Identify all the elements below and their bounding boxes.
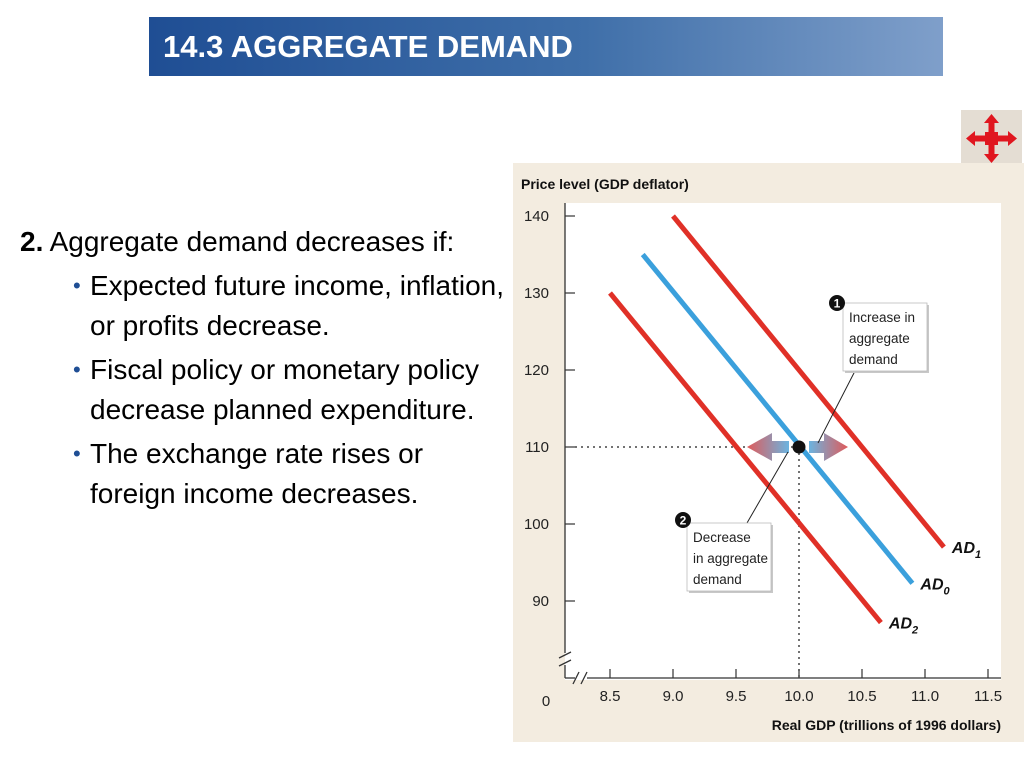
series-label-ad1: AD1: [951, 540, 981, 561]
series-label-ad2: AD2: [888, 616, 918, 637]
text-content: 2. Aggregate demand decreases if: • Expe…: [20, 222, 515, 518]
y-tick-label: 120: [524, 362, 549, 379]
bullet-item: • The exchange rate rises or foreign inc…: [73, 434, 515, 514]
annotation-marker: [675, 512, 691, 528]
points: [792, 440, 806, 454]
annotation-box: [842, 302, 928, 372]
x-tick-label: 10.5: [847, 688, 876, 705]
x-tick-label: 8.5: [600, 688, 621, 705]
annotation-box: [686, 522, 772, 592]
origin-label: 0: [542, 693, 550, 710]
axes: [558, 203, 1001, 685]
series-line-ad2: [608, 291, 883, 625]
series-line-ad1: [671, 214, 946, 549]
y-tick-label: 90: [532, 593, 549, 610]
y-axis-ticks: 90 100 110 120 130 140: [524, 208, 575, 610]
bullet-item: • Fiscal policy or monetary policy decre…: [73, 350, 515, 430]
x-axis-break: [572, 671, 588, 685]
x-tick-label: 11.0: [911, 688, 939, 705]
annotation-text-line: demand: [849, 352, 898, 367]
annotation-text-line: in aggregate: [693, 551, 768, 566]
decrease-arrow: [747, 433, 789, 461]
annotation-text-line: demand: [693, 572, 742, 587]
bullet-text: Fiscal policy or monetary policy decreas…: [90, 354, 480, 425]
bullet-text: The exchange rate rises or foreign incom…: [90, 438, 424, 509]
increase-arrow: [809, 433, 848, 461]
annotation-text-line: aggregate: [849, 331, 910, 346]
x-tick-label: 9.5: [726, 688, 747, 705]
y-axis-title: Price level (GDP deflator): [521, 176, 689, 192]
x-tick-label: 11.5: [974, 688, 1002, 705]
y-axis-break: [558, 651, 572, 667]
series-line-ad0: [640, 252, 915, 585]
series-lines: [608, 214, 946, 625]
equilibrium-point: [792, 440, 806, 454]
annotation-marker: [829, 295, 845, 311]
chart-svg: Price level (GDP deflator) Real GDP (tri…: [513, 163, 1024, 742]
y-tick-label: 110: [525, 439, 549, 456]
bullet-dot: •: [73, 273, 81, 298]
shift-arrows: [747, 433, 848, 461]
bullet-item: • Expected future income, inflation, or …: [73, 266, 515, 346]
y-tick-label: 100: [524, 516, 549, 533]
aggregate-demand-chart: Price level (GDP deflator) Real GDP (tri…: [513, 163, 1024, 742]
bullet-dot: •: [73, 441, 81, 466]
annotation-leader-line: [817, 370, 856, 444]
series-label-ad0: AD0: [919, 576, 950, 597]
move-arrows-icon: [966, 114, 1017, 163]
title-bar: 14.3 AGGREGATE DEMAND: [149, 17, 943, 76]
annotation-text-line: Increase in: [849, 310, 915, 325]
main-point: 2. Aggregate demand decreases if:: [20, 222, 515, 262]
annotation-text-line: Decrease: [693, 530, 751, 545]
x-axis-title: Real GDP (trillions of 1996 dollars): [772, 717, 1001, 733]
x-tick-label: 10.0: [784, 688, 813, 705]
annotation-marker-number: 2: [680, 514, 687, 528]
y-tick-label: 140: [524, 208, 549, 225]
annotation-marker-number: 1: [834, 297, 841, 311]
annotation-leader-line: [746, 451, 789, 524]
bullet-text: Expected future income, inflation, or pr…: [90, 270, 505, 341]
y-tick-label: 130: [524, 285, 549, 302]
x-tick-label: 9.0: [663, 688, 684, 705]
slide-title: 14.3 AGGREGATE DEMAND: [163, 29, 573, 64]
point-number: 2.: [20, 226, 44, 257]
nav-button[interactable]: [961, 110, 1022, 166]
bullet-dot: •: [73, 357, 81, 382]
point-text: Aggregate demand decreases if:: [49, 226, 455, 257]
annotations: Increase in aggregate demand 1 Decrease in ag…: [675, 295, 929, 593]
